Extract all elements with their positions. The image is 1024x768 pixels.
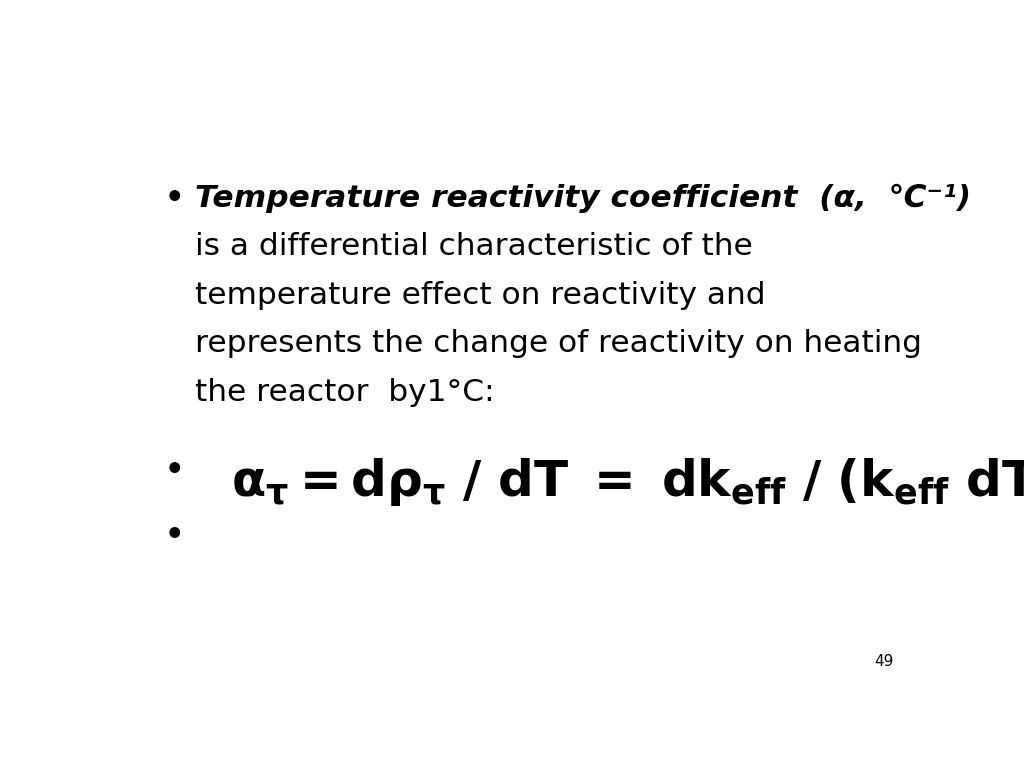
Text: •: • [164, 456, 183, 485]
Text: temperature effect on reactivity and: temperature effect on reactivity and [196, 281, 766, 310]
Text: represents the change of reactivity on heating: represents the change of reactivity on h… [196, 329, 923, 359]
Text: •: • [164, 184, 183, 213]
Text: is a differential characteristic of the: is a differential characteristic of the [196, 232, 754, 261]
Text: •: • [164, 521, 183, 550]
Text: 49: 49 [874, 654, 894, 669]
Text: the reactor  by1°C:: the reactor by1°C: [196, 378, 495, 407]
Text: $\mathbf{\alpha_{\tau} = d\rho_{\tau}\ /\ dT\ =\ dk_{eff}\ /\ (k_{eff}\ dT)}$: $\mathbf{\alpha_{\tau} = d\rho_{\tau}\ /… [231, 456, 1024, 508]
Text: Temperature reactivity coefficient  (α,  ℃⁻¹): Temperature reactivity coefficient (α, ℃… [196, 184, 972, 213]
